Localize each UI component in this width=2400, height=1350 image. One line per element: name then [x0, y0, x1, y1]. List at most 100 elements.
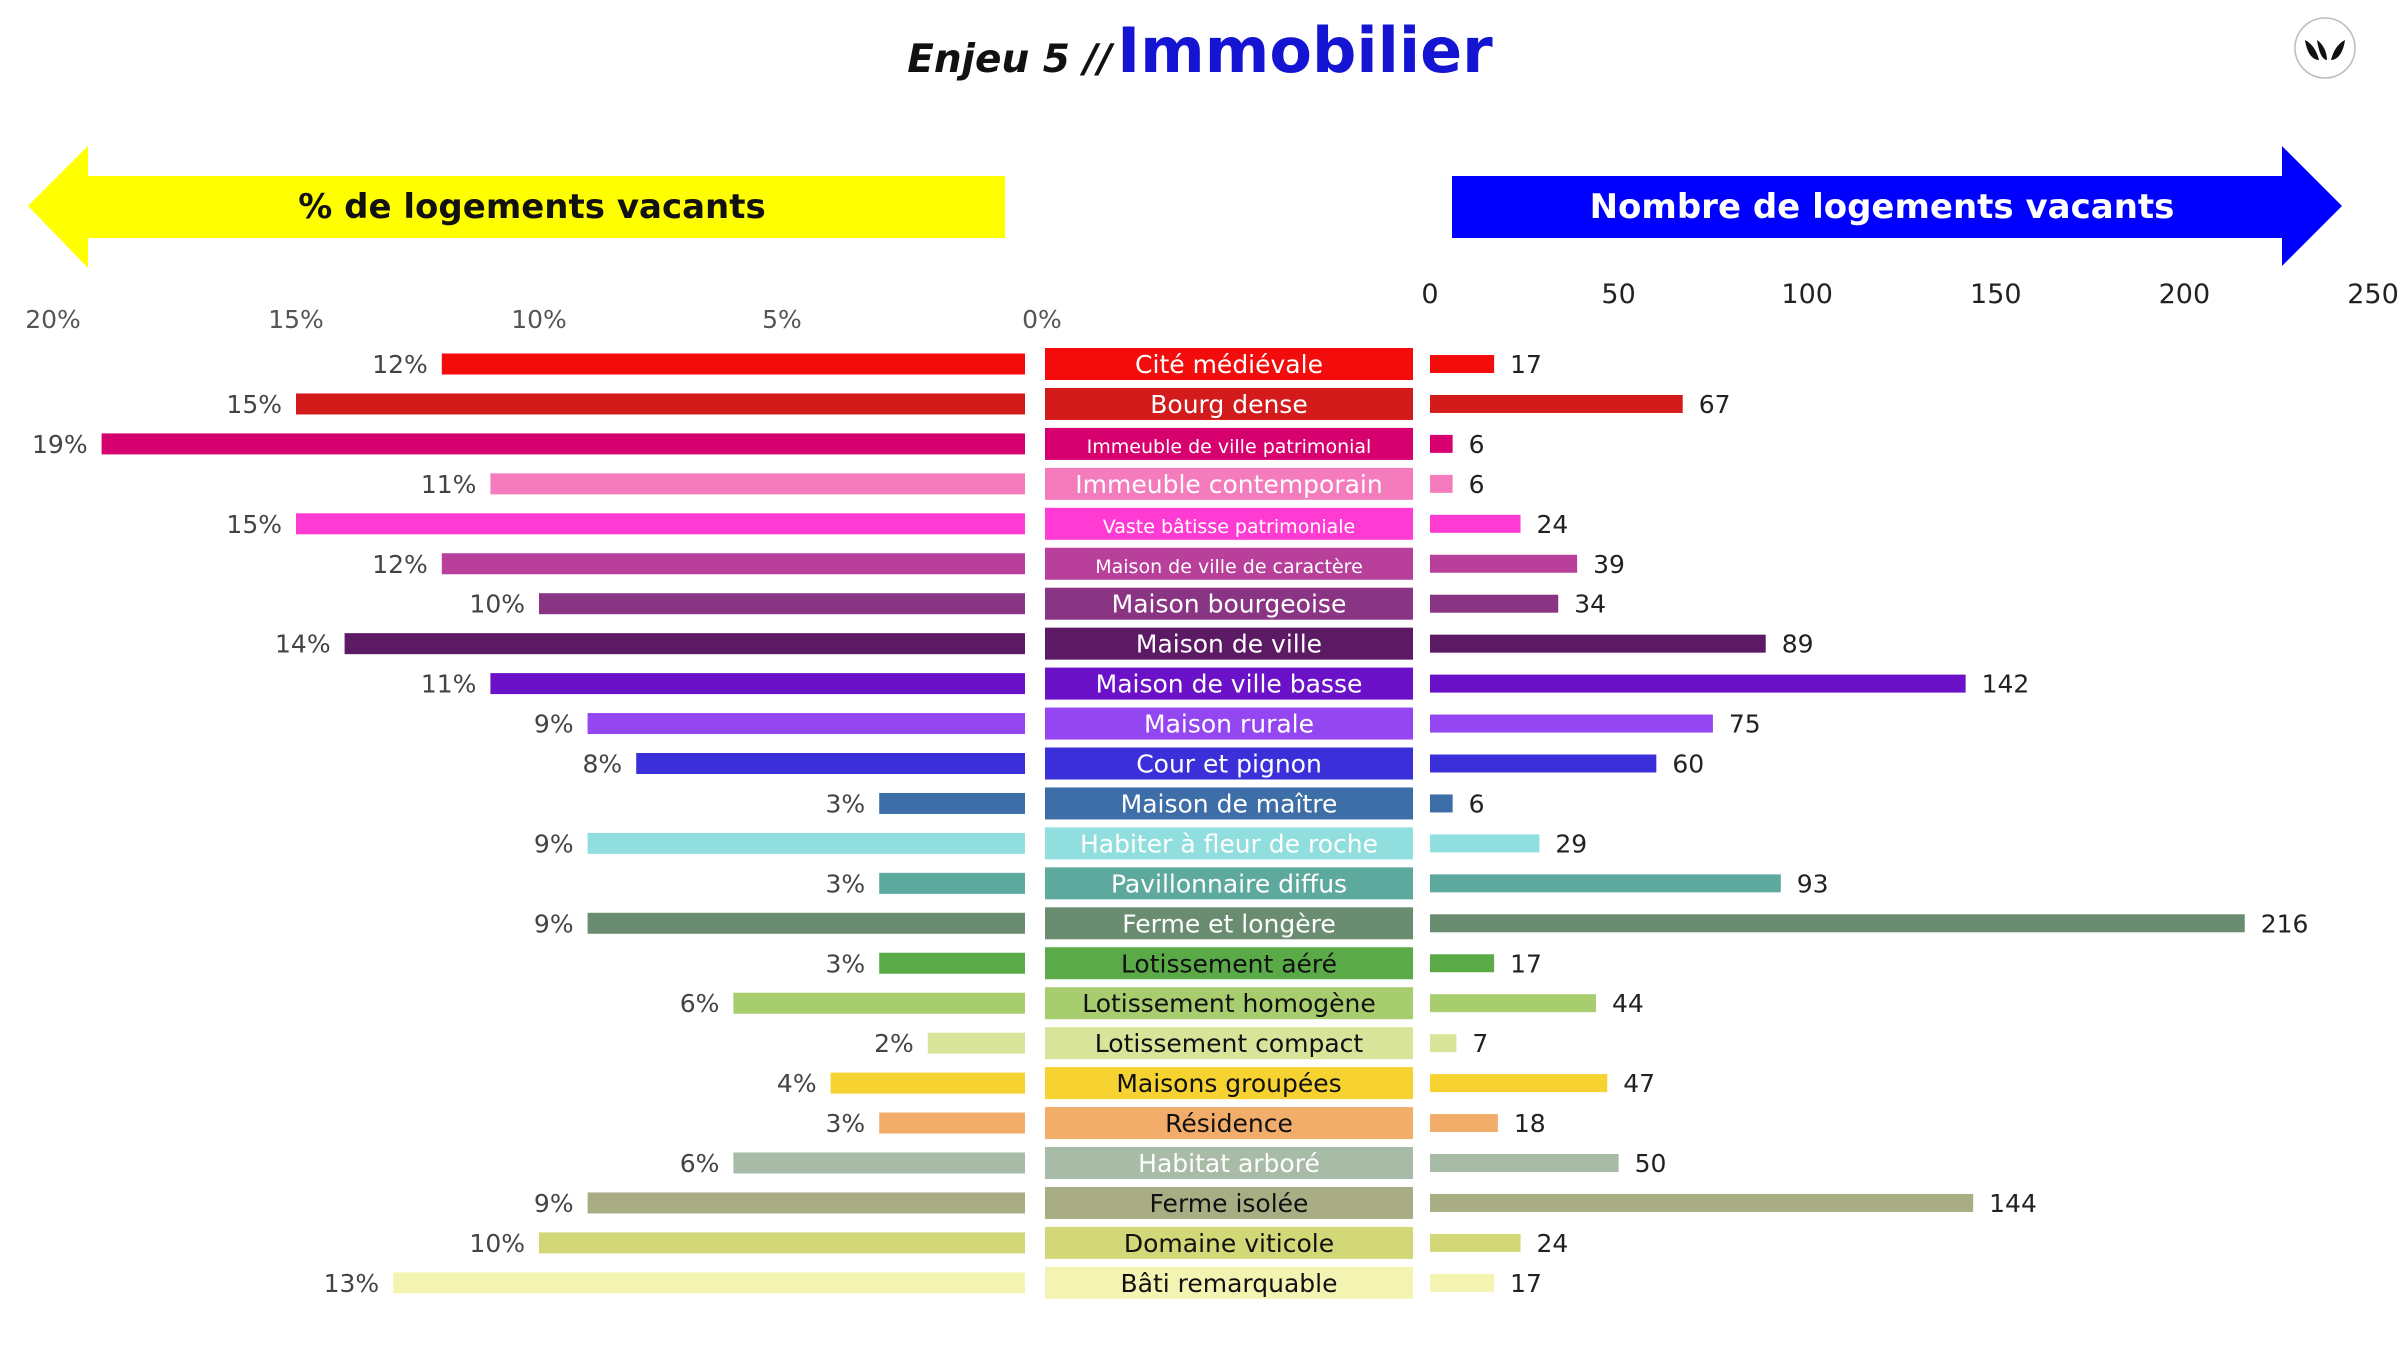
- category-row: 15% Vaste bâtisse patrimoniale 24: [226, 507, 1569, 540]
- category-label-box: [1045, 667, 1413, 700]
- category-row: 15% Bourg dense 67: [226, 387, 1731, 420]
- pct-value-label: 9%: [534, 829, 574, 858]
- category-label: Vaste bâtisse patrimoniale: [1103, 516, 1356, 538]
- category-row: 9% Habiter à fleur de roche 29: [534, 827, 1587, 860]
- left-axis-ticks: 20% 15% 10% 5% 0%: [25, 305, 1062, 334]
- pct-value-label: 12%: [372, 550, 428, 579]
- pct-bar: [490, 673, 1025, 695]
- right-tick-label: 250: [2347, 279, 2399, 310]
- count-value-label: 93: [1797, 869, 1829, 898]
- category-label-box: [1045, 348, 1413, 380]
- left-arrow-shape: [28, 146, 1005, 268]
- category-label: Maison de maître: [1121, 789, 1338, 818]
- count-bar: [1430, 594, 1559, 613]
- count-value-label: 7: [1472, 1029, 1488, 1058]
- count-bar: [1430, 914, 2245, 933]
- category-label-box: [1045, 907, 1413, 940]
- pct-bar: [539, 593, 1025, 615]
- category-row: 4% Maisons groupées 47: [777, 1067, 1655, 1100]
- pct-value-label: 19%: [32, 430, 88, 459]
- pct-bar: [296, 393, 1025, 415]
- right-tick-label: 50: [1601, 279, 1635, 310]
- count-bar: [1430, 714, 1713, 733]
- title-main: Immobilier: [1117, 14, 1493, 87]
- category-label: Maison de ville de caractère: [1095, 556, 1363, 578]
- count-value-label: 24: [1537, 1229, 1569, 1258]
- pct-bar: [296, 513, 1025, 535]
- category-label: Résidence: [1165, 1109, 1293, 1138]
- count-value-label: 17: [1510, 350, 1542, 379]
- category-label-box: [1045, 587, 1413, 620]
- pct-value-label: 2%: [874, 1029, 914, 1058]
- category-row: 12% Cité médiévale 17: [372, 348, 1542, 380]
- category-label: Domaine viticole: [1124, 1229, 1334, 1258]
- pct-value-label: 13%: [324, 1269, 380, 1298]
- count-value-label: 34: [1574, 590, 1606, 619]
- count-value-label: 44: [1612, 989, 1644, 1018]
- count-bar: [1430, 1273, 1495, 1292]
- right-header-label: Nombre de logements vacants: [1590, 187, 2175, 227]
- count-value-label: 18: [1514, 1109, 1546, 1138]
- count-value-label: 6: [1469, 430, 1485, 459]
- category-row: 19% Immeuble de ville patrimonial 6: [32, 427, 1485, 460]
- count-bar: [1430, 994, 1596, 1013]
- category-label-box: [1045, 1107, 1413, 1140]
- pct-bar: [733, 992, 1025, 1014]
- count-value-label: 60: [1672, 750, 1704, 779]
- pct-bar: [490, 473, 1025, 495]
- page-title: Enjeu 5 // Immobilier: [0, 14, 2400, 104]
- category-row: 9% Ferme et longère 216: [534, 907, 2308, 940]
- count-bar: [1430, 834, 1540, 853]
- count-value-label: 24: [1537, 510, 1569, 539]
- count-bar: [1430, 554, 1578, 573]
- pct-value-label: 3%: [826, 949, 866, 978]
- bar-rows: 12% Cité médiévale 17 15% Bourg dense 67 19% Im…: [32, 348, 2308, 1299]
- right-axis-ticks: 0 50 100 150 200 250: [1421, 279, 2398, 310]
- right-tick-label: 200: [2159, 279, 2211, 310]
- category-label: Habiter à fleur de roche: [1080, 829, 1378, 858]
- category-row: 3% Pavillonnaire diffus 93: [826, 867, 1829, 900]
- category-row: 14% Maison de ville 89: [275, 627, 1814, 660]
- category-label-box: [1045, 507, 1413, 540]
- count-value-label: 39: [1593, 550, 1625, 579]
- pct-value-label: 11%: [421, 470, 477, 499]
- count-bar: [1430, 1074, 1608, 1093]
- category-label-box: [1045, 747, 1413, 780]
- category-row: 10% Maison bourgeoise 34: [469, 587, 1606, 620]
- category-label: Maison de ville: [1136, 630, 1322, 659]
- count-bar: [1430, 1154, 1619, 1172]
- pct-value-label: 9%: [534, 710, 574, 739]
- count-value-label: 17: [1510, 949, 1542, 978]
- count-value-label: 50: [1635, 1149, 1667, 1178]
- count-bar: [1430, 1193, 1974, 1212]
- category-label-box: [1045, 627, 1413, 660]
- count-bar: [1430, 874, 1781, 893]
- pct-value-label: 15%: [226, 510, 282, 539]
- left-tick-label: 15%: [268, 305, 324, 334]
- count-value-label: 17: [1510, 1269, 1542, 1298]
- pct-bar: [879, 1112, 1025, 1134]
- pct-bar: [879, 952, 1025, 974]
- brand-logo-icon: [2294, 17, 2356, 79]
- pct-value-label: 9%: [534, 909, 574, 938]
- count-bar: [1430, 1034, 1457, 1053]
- count-value-label: 6: [1469, 789, 1485, 818]
- category-row: 6% Habitat arboré 50: [680, 1147, 1667, 1179]
- count-value-label: 144: [1989, 1189, 2037, 1218]
- category-label: Ferme et longère: [1122, 909, 1336, 938]
- category-row: 8% Cour et pignon 60: [583, 747, 1704, 780]
- category-label: Lotissement homogène: [1082, 989, 1376, 1018]
- category-row: 2% Lotissement compact 7: [874, 1027, 1488, 1060]
- left-tick-label: 5%: [762, 305, 802, 334]
- pct-bar: [344, 633, 1026, 655]
- count-bar: [1430, 674, 1966, 693]
- category-row: 13% Bâti remarquable 17: [324, 1266, 1542, 1299]
- count-value-label: 142: [1982, 670, 2030, 699]
- pct-bar: [587, 713, 1025, 735]
- pct-bar: [587, 912, 1025, 934]
- left-tick-label: 10%: [511, 305, 567, 334]
- pct-bar: [539, 1232, 1025, 1254]
- count-bar: [1430, 474, 1453, 493]
- pct-bar: [879, 872, 1025, 894]
